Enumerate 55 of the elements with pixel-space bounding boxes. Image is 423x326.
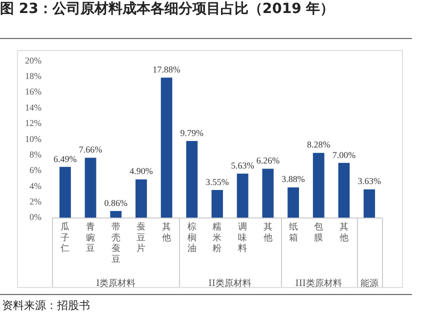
chart-title: 图 23：公司原材料成本各细分项目占比（2019 年） [0,0,334,18]
y-tick-label: 18% [24,71,42,82]
x-tick-label: 糯米粉 [212,222,222,254]
x-tick-label: 纸箱 [288,222,298,244]
x-tick-label: 其他 [339,222,348,244]
text: 资料来源：招股书 [2,299,90,313]
bar [212,190,223,218]
y-tick-label: 6% [29,165,42,176]
bar [236,174,248,218]
bar [364,189,376,218]
data-label: 3.55% [206,176,230,187]
bar [160,78,172,218]
x-tick-label: 瓜子仁 [60,222,70,254]
data-label: 6.49% [54,154,78,164]
data-label: 5.63% [230,160,255,171]
bar [288,187,299,218]
y-tick-label: 2% [29,196,42,206]
x-tick-label: 蚕豆片 [136,222,146,254]
data-label: 3.63% [358,176,382,186]
data-label: 8.28% [307,140,331,150]
text: 能源 [360,278,378,290]
x-tick-label: 其他 [263,222,272,244]
data-label: 6.26% [256,156,280,166]
y-tick-label: 14% [24,102,42,112]
text: III类原材料 [295,278,342,290]
data-label: 7.00% [332,150,356,160]
data-label: 17.88% [152,64,181,74]
data-label: 9.79% [180,128,204,138]
x-tick-label: 调味料 [238,222,248,254]
x-tick-label: 其他 [162,222,172,244]
y-tick-label: 10% [24,134,42,144]
x-tick-label: 带壳蚕豆 [111,222,120,265]
bar [262,168,274,218]
y-tick-label: 0% [29,212,42,222]
y-tick-label: 20% [24,55,42,66]
bar [186,141,198,218]
data-label: 3.88% [282,174,306,184]
y-tick-label: 12% [24,118,42,128]
data-label: 4.90% [130,166,154,176]
bar [136,179,147,218]
data-label: 7.66% [78,144,103,155]
bar [312,152,324,218]
data-label: 0.86% [104,198,128,208]
y-tick-label: 16% [24,86,42,97]
y-tick-label: 8% [29,149,42,160]
bar [59,166,71,218]
bar [338,162,350,218]
text: II类原材料 [208,278,252,290]
x-tick-label: 包膜 [314,222,324,244]
text: I类原材料 [96,278,136,290]
y-tick-label: 4% [29,180,42,191]
bar [84,158,96,218]
x-tick-label: 棕榈油 [187,222,196,254]
bar [110,211,122,218]
x-tick-label: 青豌豆 [86,222,96,254]
